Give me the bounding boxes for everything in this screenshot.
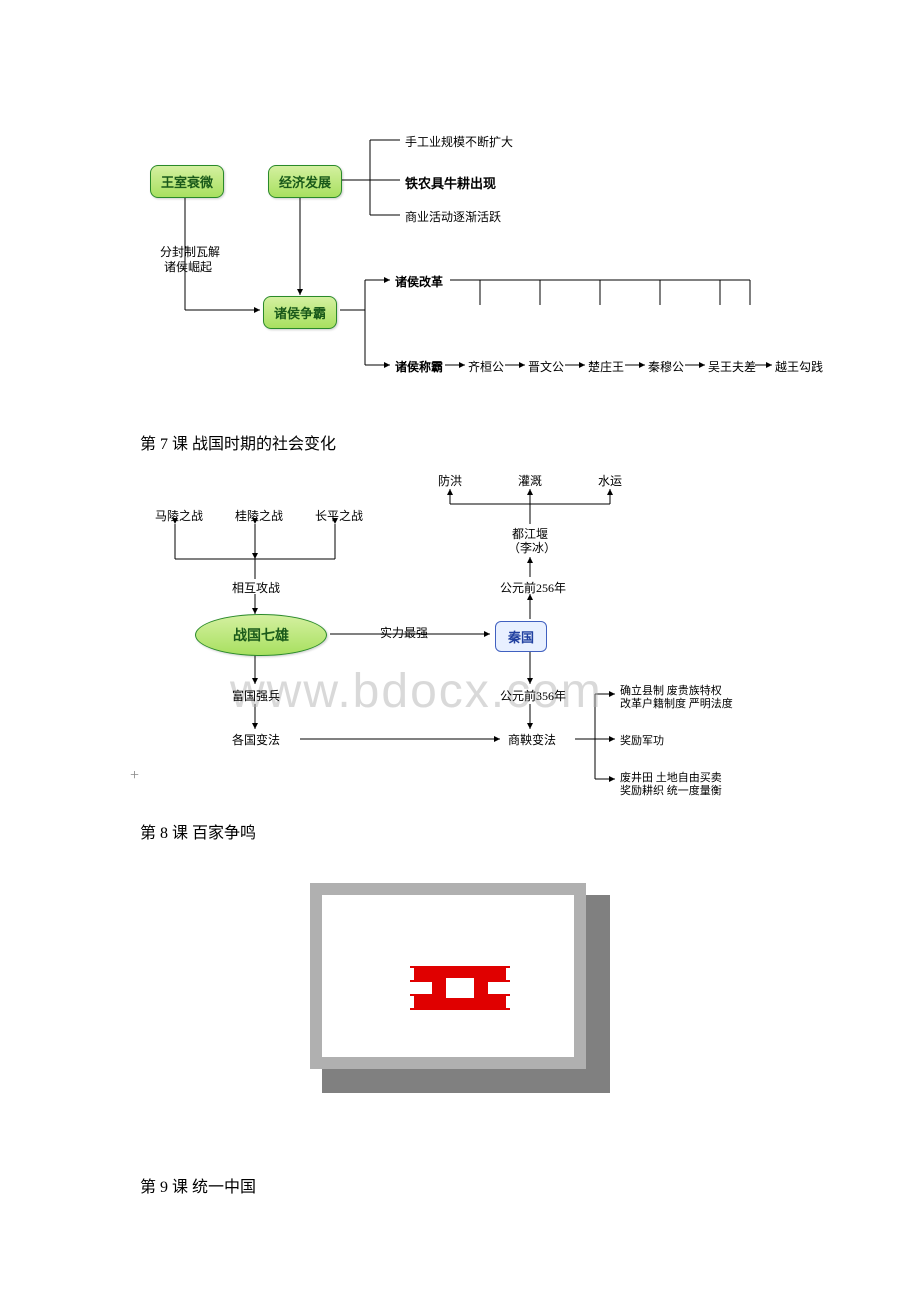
label-irrigation: 灌溉 — [518, 472, 542, 489]
heading-lesson-8: 第 8 课 百家争鸣 — [140, 819, 780, 843]
heading-lesson-7: 第 7 课 战国时期的社会变化 — [140, 430, 780, 454]
node-seven-states: 战国七雄 — [195, 614, 327, 656]
label-policy1b: 改革户籍制度 严明法度 — [620, 695, 733, 711]
label-rich-army: 富国强兵 — [232, 687, 280, 704]
label-reform: 诸侯改革 — [395, 273, 443, 290]
label-year356: 公元前356年 — [500, 687, 566, 704]
label-jin: 晋文公 — [528, 358, 564, 375]
heading-lesson-9: 第 9 课 统一中国 — [140, 1173, 780, 1197]
label-policy3b: 奖励耕织 统一度量衡 — [620, 782, 722, 798]
node-lords-hegemony: 诸侯争霸 — [263, 296, 337, 329]
label-changping: 长平之战 — [315, 507, 363, 524]
label-commerce: 商业活动逐渐活跃 — [405, 208, 501, 225]
label-iron-plow: 铁农具牛耕出现 — [405, 173, 496, 192]
label-guiling: 桂陵之战 — [235, 507, 283, 524]
diagram-1: 王室衰微 经济发展 诸侯争霸 手工业规模不断扩大 铁农具牛耕出现 商业活动逐渐活… — [140, 110, 780, 400]
label-yue: 越王勾践 — [775, 358, 823, 375]
broken-image-placeholder — [310, 883, 610, 1093]
node-econ-dev: 经济发展 — [268, 165, 342, 198]
label-flood: 防洪 — [438, 472, 462, 489]
label-reforms: 各国变法 — [232, 731, 280, 748]
label-handicraft: 手工业规模不断扩大 — [405, 133, 513, 150]
label-shangyang: 商鞅变法 — [508, 731, 556, 748]
label-zhuhou-rise: 诸侯崛起 — [164, 258, 212, 275]
label-qi: 齐桓公 — [468, 358, 504, 375]
label-claim-hegemony: 诸侯称霸 — [395, 358, 443, 375]
node-qin: 秦国 — [495, 621, 547, 652]
label-wu: 吴王夫差 — [708, 358, 756, 375]
label-policy2: 奖励军功 — [620, 732, 664, 748]
label-mutual-war: 相互攻战 — [232, 579, 280, 596]
label-libing: （李冰） — [508, 539, 556, 556]
diagram-2: www.bdocx.com 马陵之战 桂陵之战 长平之战 相互攻战 战国七雄 实… — [140, 469, 780, 789]
plus-marker: + — [130, 767, 139, 785]
label-strongest: 实力最强 — [380, 624, 428, 641]
label-chu: 楚庄王 — [588, 358, 624, 375]
label-maling: 马陵之战 — [155, 507, 203, 524]
label-shipping: 水运 — [598, 472, 622, 489]
label-year256: 公元前256年 — [500, 579, 566, 596]
diagram-1-arrows — [140, 110, 780, 400]
node-royal-decline: 王室衰微 — [150, 165, 224, 198]
label-qinmu: 秦穆公 — [648, 358, 684, 375]
